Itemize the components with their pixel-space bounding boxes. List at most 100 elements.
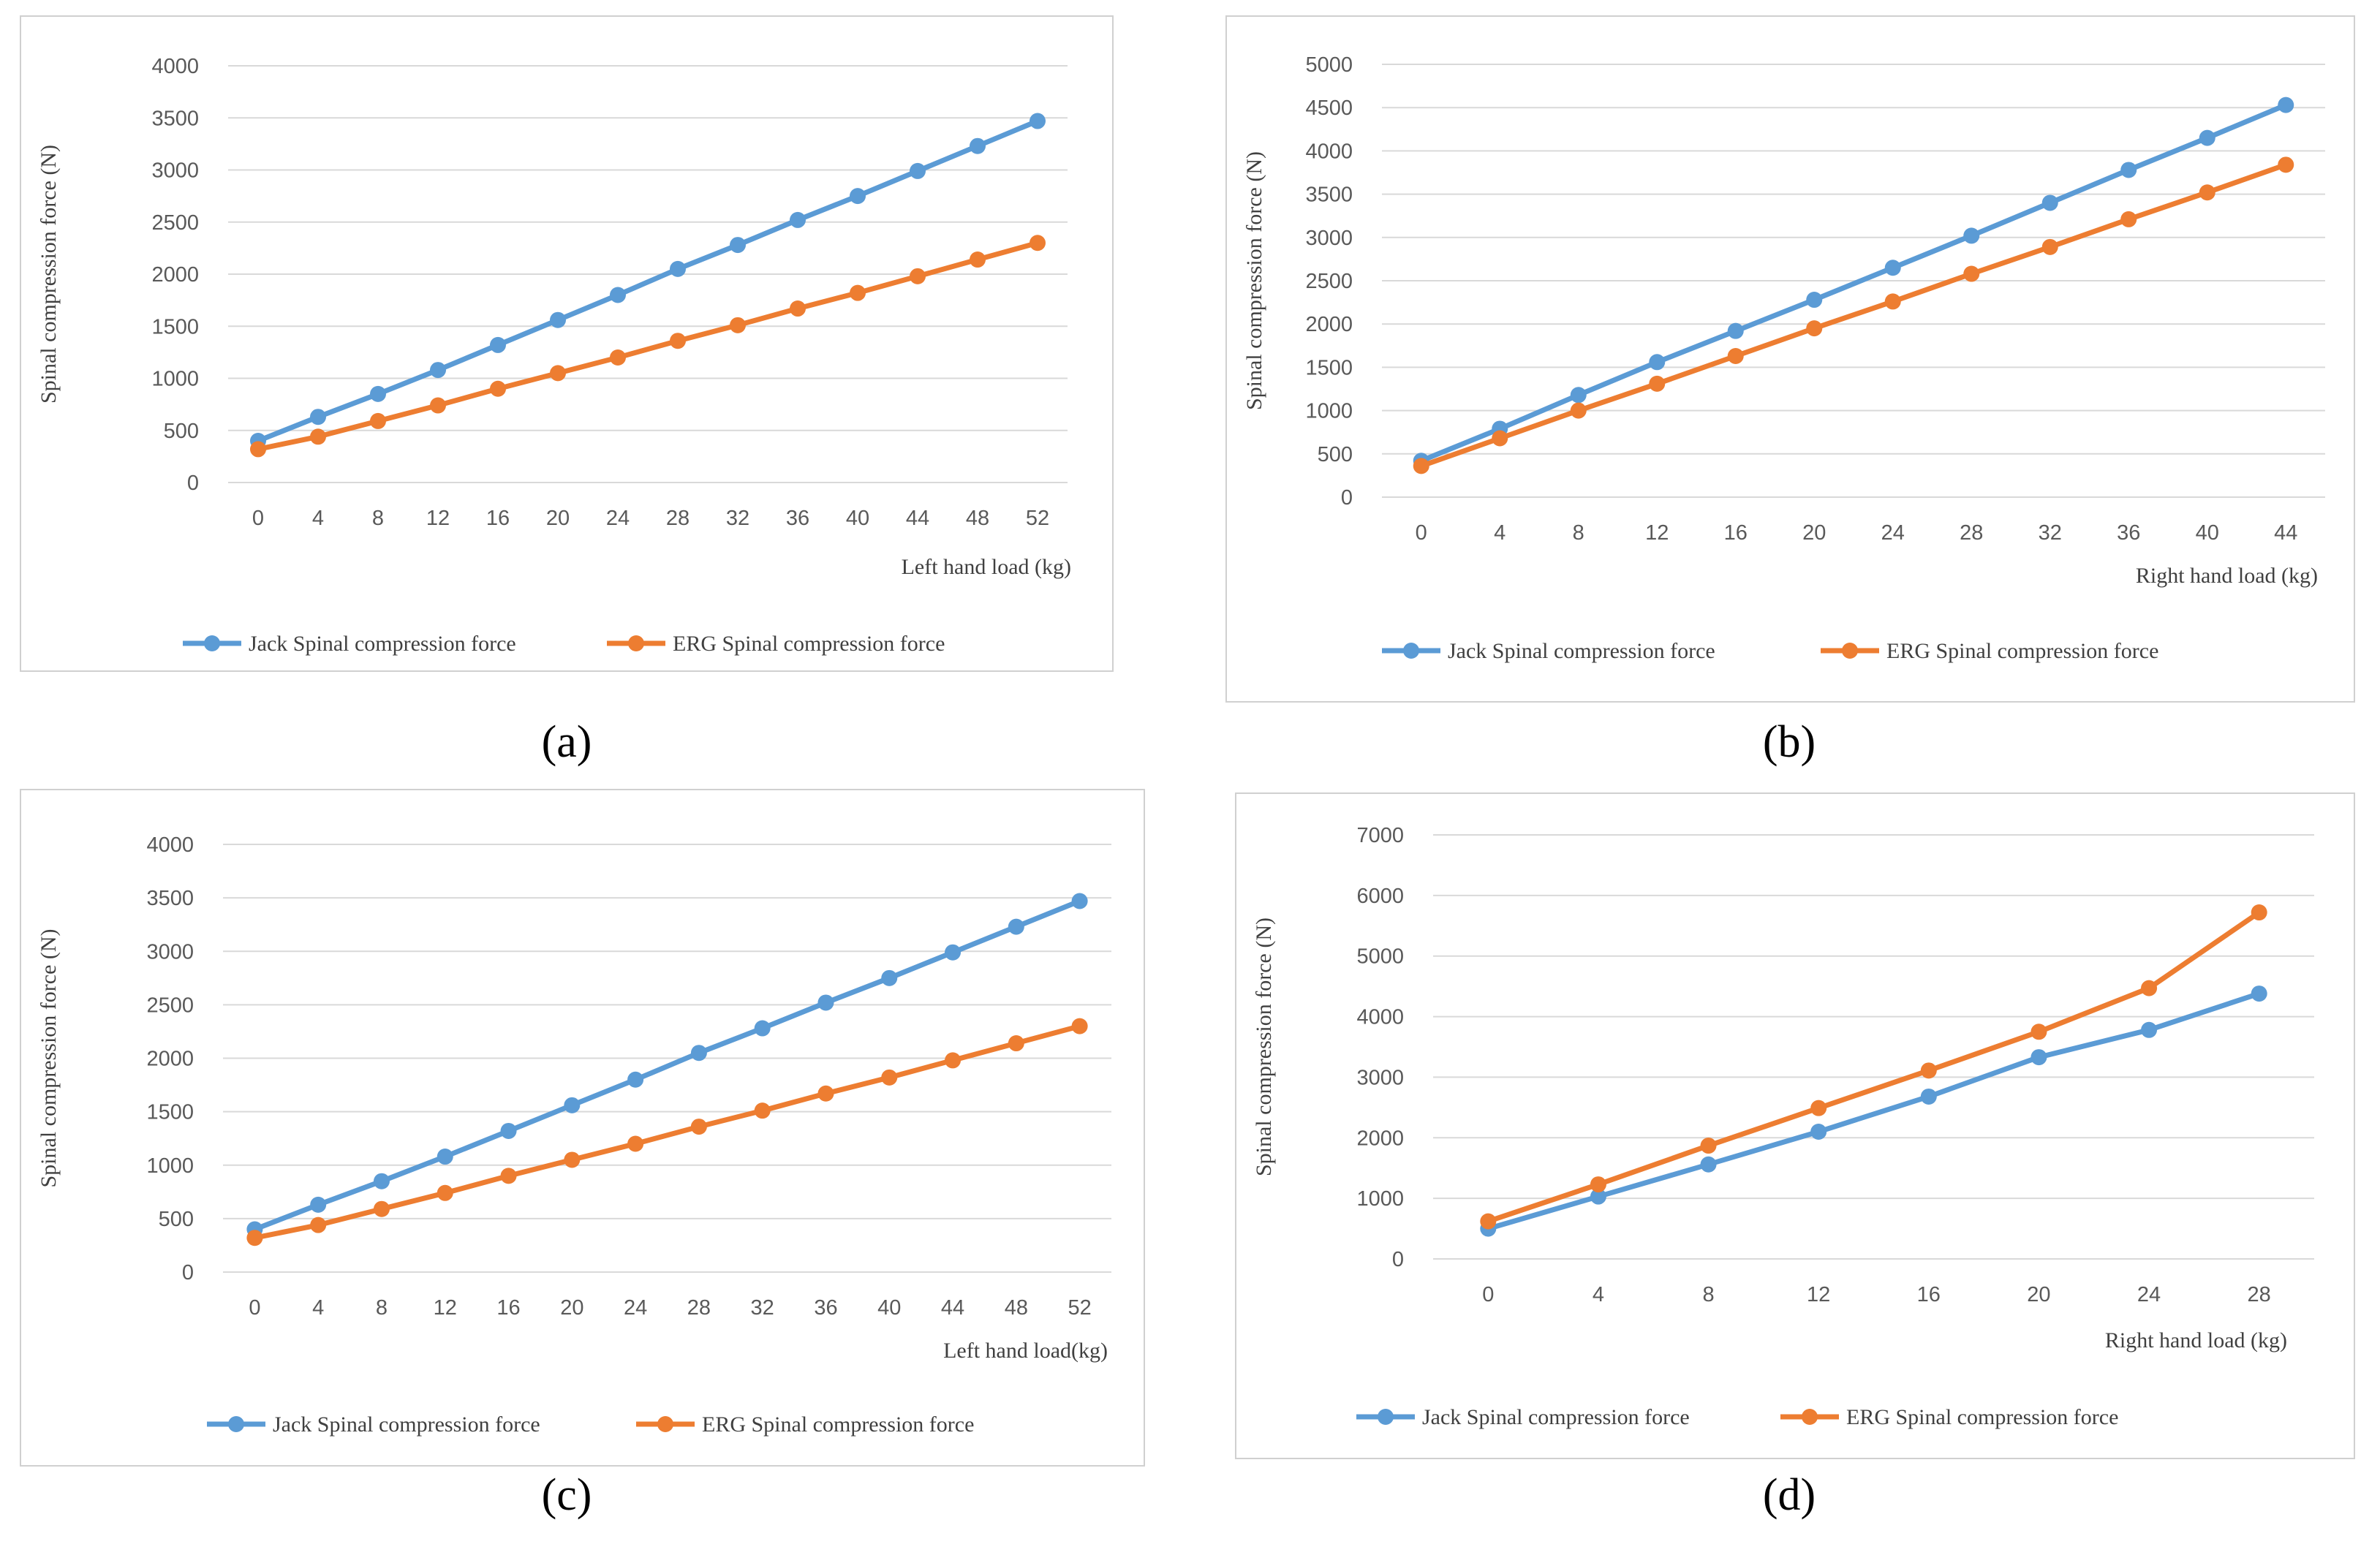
y-axis-title: Spinal compression force (N)	[37, 145, 61, 404]
data-point-erg	[437, 1184, 453, 1201]
x-tick-label: 8	[372, 507, 384, 530]
data-point-erg	[1492, 430, 1508, 447]
data-point-erg	[1649, 375, 1666, 392]
series-line-jack	[252, 898, 1083, 1232]
y-tick-label: 3000	[146, 940, 194, 964]
data-point-erg	[910, 268, 926, 284]
y-tick-label: 3000	[151, 159, 199, 183]
data-point-erg	[500, 1168, 517, 1184]
x-tick-label: 36	[2117, 521, 2140, 545]
chart-frame	[1235, 792, 2355, 1459]
data-point-jack	[1884, 260, 1901, 276]
data-point-jack	[1727, 322, 1744, 339]
data-point-jack	[550, 311, 566, 328]
data-point-jack	[850, 188, 866, 205]
x-axis-title: Left hand load(kg)	[943, 1339, 1108, 1363]
data-point-erg	[564, 1151, 581, 1168]
x-tick-label: 20	[560, 1296, 583, 1320]
data-point-erg	[730, 317, 746, 333]
data-point-erg	[850, 284, 866, 301]
legend-marker	[657, 1416, 673, 1432]
data-point-jack	[945, 944, 962, 961]
chart-frame	[20, 789, 1145, 1467]
x-tick-label: 8	[1573, 521, 1584, 545]
x-axis-title: Right hand load (kg)	[2136, 564, 2318, 588]
y-tick-label: 1000	[146, 1154, 194, 1178]
data-point-erg	[670, 333, 686, 349]
legend-label: ERG Spinal compression force	[673, 632, 945, 656]
y-tick-label: 500	[164, 420, 199, 443]
y-tick-label: 3000	[1305, 227, 1353, 250]
y-tick-label: 0	[1341, 486, 1353, 510]
x-tick-label: 28	[666, 507, 690, 530]
data-point-jack	[310, 1196, 327, 1213]
x-tick-label: 52	[1026, 507, 1049, 530]
x-tick-label: 48	[1005, 1296, 1028, 1320]
x-tick-label: 24	[624, 1296, 647, 1320]
data-point-jack	[1030, 113, 1046, 129]
data-point-erg	[1413, 458, 1429, 474]
data-point-jack	[310, 409, 326, 425]
x-tick-label: 12	[434, 1296, 457, 1320]
series-line-jack	[255, 118, 1040, 444]
legend-label: Jack Spinal compression force	[273, 1412, 540, 1437]
data-point-erg	[1700, 1138, 1717, 1154]
chart-panel-b: 0 500 1000 1500 2000 2500 3000 3500 4000 4500 5000…	[1225, 15, 2355, 767]
x-tick-label: 12	[1645, 521, 1669, 545]
data-point-erg	[246, 1230, 263, 1246]
panel-caption: (d)	[1763, 1470, 1816, 1520]
data-point-erg	[1806, 320, 1823, 337]
y-tick-label: 4500	[1305, 97, 1353, 120]
data-point-jack	[970, 137, 986, 154]
x-tick-label: 44	[2274, 521, 2297, 545]
data-point-erg	[430, 397, 446, 414]
x-tick-label: 8	[376, 1296, 388, 1320]
data-point-erg	[370, 412, 386, 429]
y-tick-label: 6000	[1356, 885, 1404, 908]
y-tick-label: 2500	[151, 211, 199, 235]
y-tick-label: 1000	[151, 368, 199, 391]
legend-marker	[1378, 1409, 1394, 1425]
x-tick-label: 28	[2248, 1283, 2271, 1306]
data-point-jack	[2030, 1049, 2047, 1066]
data-point-jack	[1649, 354, 1666, 371]
x-tick-label: 16	[1917, 1283, 1941, 1306]
data-point-jack	[370, 385, 386, 402]
x-tick-label: 0	[1482, 1283, 1494, 1306]
legend-marker	[228, 1416, 244, 1432]
x-tick-label: 40	[2196, 521, 2219, 545]
x-tick-label: 48	[966, 507, 989, 530]
x-tick-label: 0	[1416, 521, 1427, 545]
data-point-jack	[500, 1122, 517, 1139]
data-point-erg	[1590, 1176, 1606, 1193]
data-point-jack	[564, 1097, 581, 1113]
y-tick-label: 0	[187, 472, 199, 495]
data-point-erg	[2030, 1024, 2047, 1040]
data-point-jack	[2041, 194, 2058, 211]
y-axis-title: Spinal compression force (N)	[1242, 151, 1266, 410]
data-point-jack	[430, 362, 446, 379]
data-point-jack	[610, 287, 626, 303]
data-point-jack	[1700, 1156, 1717, 1173]
x-tick-label: 16	[496, 1296, 520, 1320]
data-point-erg	[2251, 904, 2267, 921]
y-tick-label: 2500	[1305, 270, 1353, 293]
data-point-erg	[310, 1217, 327, 1233]
x-tick-label: 20	[1802, 521, 1826, 545]
data-point-erg	[1920, 1062, 1937, 1079]
y-tick-label: 1000	[1356, 1187, 1404, 1211]
data-point-erg	[1727, 348, 1744, 365]
x-axis-title: Right hand load (kg)	[2105, 1328, 2287, 1352]
data-point-erg	[1030, 235, 1046, 251]
y-tick-label: 2000	[1356, 1127, 1404, 1150]
x-tick-label: 24	[1881, 521, 1905, 545]
y-axis-title: Spinal compression force (N)	[37, 928, 61, 1187]
x-tick-label: 44	[906, 507, 929, 530]
y-tick-label: 3500	[146, 887, 194, 910]
x-tick-label: 32	[726, 507, 749, 530]
series-line-erg	[1485, 909, 2262, 1225]
data-point-erg	[1071, 1018, 1088, 1034]
